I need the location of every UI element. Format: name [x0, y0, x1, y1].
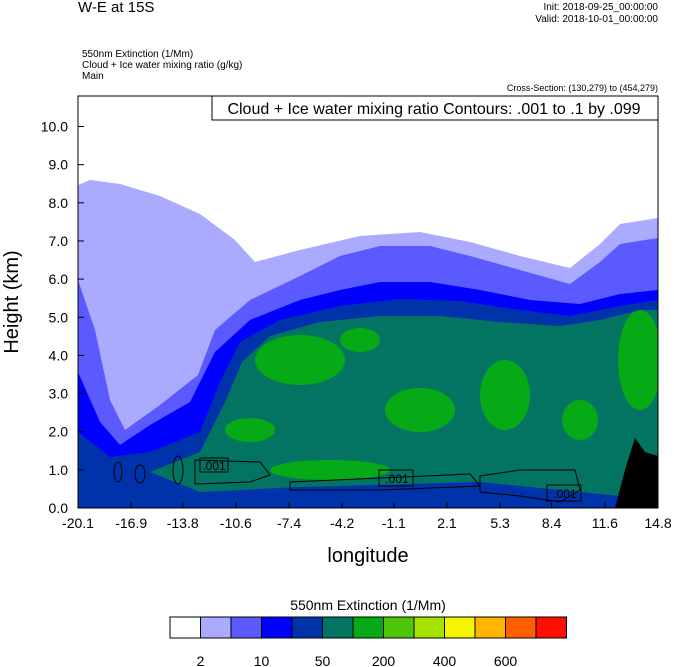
- colorbar-swatch: [352, 616, 384, 639]
- contour-label: .001: [553, 487, 577, 501]
- y-tick-label: 2.0: [49, 424, 69, 440]
- terrain: [615, 438, 658, 508]
- y-tick-label: 0.0: [49, 500, 69, 516]
- colorbar-swatch: [535, 616, 567, 639]
- init-time: Init: 2018-09-25_00:00:00: [543, 2, 658, 13]
- x-axis: -20.1 -16.9 -13.8 -10.6 -7.4 -4.2 -1.1 2.1 5.3 8.…: [62, 502, 672, 531]
- x-tick-label: -10.6: [220, 515, 252, 531]
- x-tick-label: 5.3: [490, 515, 510, 531]
- y-tick-label: 5.0: [49, 309, 69, 325]
- colorbar: 2 10 50 200 400 600: [169, 616, 567, 667]
- colorbar-label: 400: [433, 653, 457, 667]
- chart-title: W-E at 15S: [78, 0, 155, 16]
- y-tick-label: 7.0: [49, 233, 69, 249]
- colorbar-swatch: [383, 616, 415, 639]
- colorbar-label: 50: [315, 653, 331, 667]
- y-axis: 0.0 1.0 2.0 3.0 4.0 5.0 6.0 7.0 8.0 9.0 10.0: [41, 119, 84, 516]
- valid-time: Valid: 2018-10-01_00:00:00: [535, 14, 658, 25]
- extinction-field: .001 .001 .001: [78, 96, 658, 508]
- contour-info-box: [211, 95, 659, 121]
- x-axis-label: longitude: [327, 545, 408, 567]
- colorbar-title: 550nm Extinction (1/Mm): [290, 597, 446, 613]
- colorbar-swatch: [291, 616, 323, 639]
- x-tick-label: 2.1: [437, 515, 457, 531]
- y-tick-label: 8.0: [49, 195, 69, 211]
- colorbar-swatch: [413, 616, 445, 639]
- y-tick-label: 1.0: [49, 462, 69, 478]
- y-tick-label: 4.0: [49, 347, 69, 363]
- field-label-extinction: 550nm Extinction (1/Mm): [82, 49, 194, 60]
- y-tick-label: 9.0: [49, 157, 69, 173]
- colorbar-swatch: [444, 616, 476, 639]
- colorbar-swatch: [169, 616, 201, 639]
- colorbar-label: 2: [197, 653, 205, 667]
- colorbar-swatch: [474, 616, 506, 639]
- y-tick-label: 6.0: [49, 271, 69, 287]
- x-tick-label: 11.6: [592, 515, 618, 531]
- x-tick-label: -20.1: [62, 515, 94, 531]
- colorbar-swatch: [230, 616, 262, 639]
- x-tick-label: -4.2: [330, 515, 354, 531]
- colorbar-swatch: [322, 616, 354, 639]
- contour-info: Cloud + Ice water mixing ratio Contours:…: [227, 101, 640, 118]
- x-tick-label: 14.8: [644, 515, 671, 531]
- x-tick-label: -7.4: [277, 515, 301, 531]
- y-tick-label: 3.0: [49, 386, 69, 402]
- y-tick-label: 10.0: [41, 119, 68, 135]
- x-tick-label: 8.4: [542, 515, 562, 531]
- colorbar-label: 10: [254, 653, 270, 667]
- colorbar-swatch: [261, 616, 293, 639]
- x-tick-label: -1.1: [382, 515, 406, 531]
- contour-label: .001: [202, 459, 226, 473]
- y-axis-label: Height (km): [1, 250, 23, 353]
- contour-label: .001: [385, 472, 409, 486]
- cloud-contours: [113, 455, 581, 503]
- field-label-main: Main: [82, 71, 104, 82]
- cross-section-label: Cross-Section: (130,279) to (454,279): [506, 83, 658, 93]
- x-tick-label: -13.8: [167, 515, 199, 531]
- colorbar-swatch: [200, 616, 232, 639]
- colorbar-swatch: [505, 616, 537, 639]
- field-label-cloud: Cloud + Ice water mixing ratio (g/kg): [82, 60, 243, 71]
- x-tick-label: -16.9: [115, 515, 147, 531]
- colorbar-label: 600: [494, 653, 518, 667]
- colorbar-label: 200: [372, 653, 396, 667]
- level-200-fill: [225, 310, 658, 480]
